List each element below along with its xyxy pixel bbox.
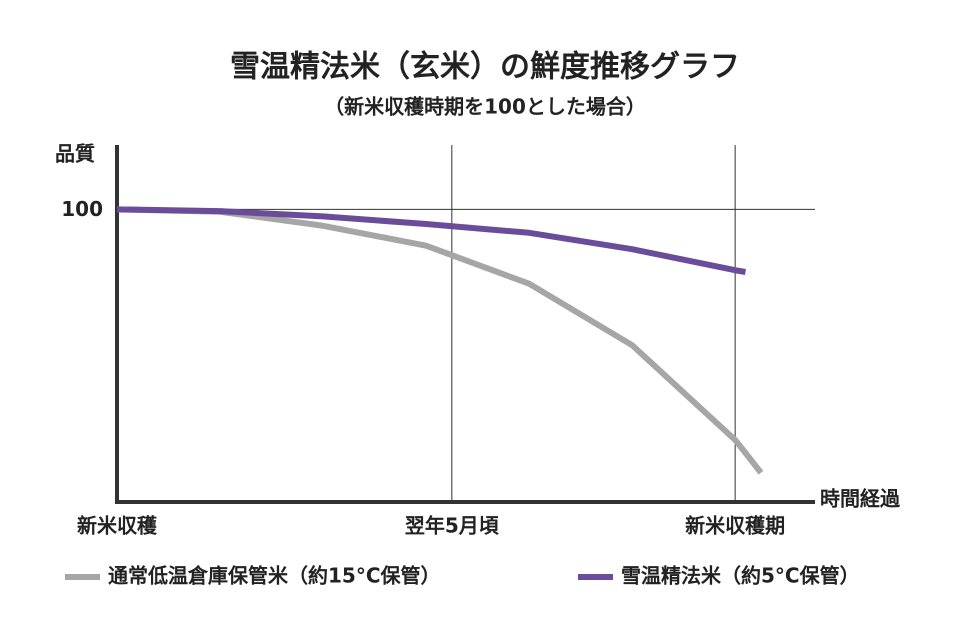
legend-label: 雪温精法米（約5°C保管） bbox=[621, 564, 860, 588]
chart-subtitle: （新米収穫時期を100とした場合） bbox=[324, 95, 646, 119]
series-line bbox=[116, 206, 764, 475]
y-axis-label: 品質 bbox=[55, 142, 95, 166]
x-axis-label: 時間経過 bbox=[820, 487, 901, 511]
x-tick-label: 新米収穫 bbox=[77, 514, 158, 538]
x-tick-label: 新米収穫期 bbox=[685, 514, 785, 538]
y-tick-label: 100 bbox=[61, 197, 103, 221]
legend-label: 通常低温倉庫保管米（約15°C保管） bbox=[108, 564, 441, 588]
series-line bbox=[116, 206, 746, 275]
chart-title: 雪温精法米（玄米）の鮮度推移グラフ bbox=[230, 50, 740, 85]
x-tick-label: 翌年5月頃 bbox=[405, 514, 500, 538]
